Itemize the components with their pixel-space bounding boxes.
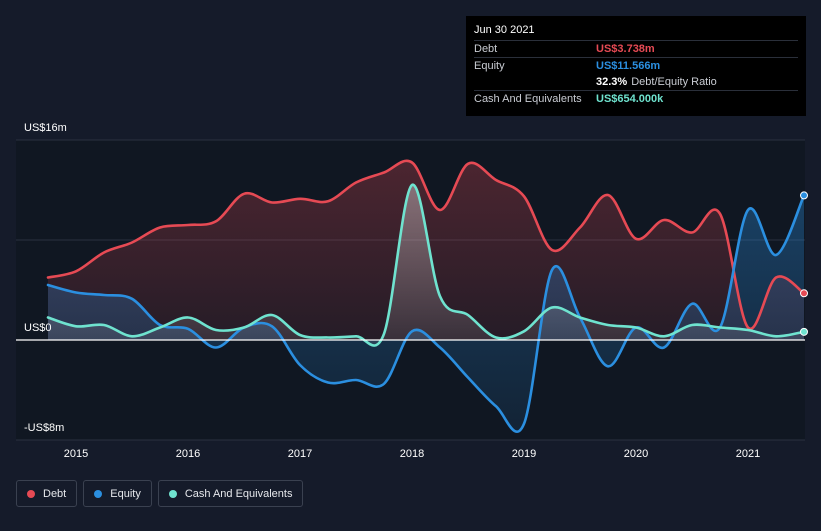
- x-axis-labels: 2015 2016 2017 2018 2019 2020 2021: [64, 448, 760, 460]
- chart-legend: Debt Equity Cash And Equivalents: [16, 480, 304, 507]
- tooltip-ratio-row: 32.3% Debt/Equity Ratio: [474, 74, 798, 90]
- equity-line: [46, 194, 806, 433]
- tooltip-equity-label: Equity: [474, 60, 505, 72]
- legend-cash-label: Cash And Equivalents: [184, 487, 293, 500]
- legend-equity-dot-icon: [94, 489, 103, 498]
- debt-end-point: [800, 289, 808, 298]
- y-axis-labels: US$16m US$0 -US$8m: [24, 122, 67, 434]
- tooltip-equity-value: US$11.566m: [596, 60, 661, 72]
- legend-debt-label: Debt: [43, 487, 67, 500]
- tooltip-debt-label: Debt: [474, 43, 498, 55]
- x-tick-label: 2015: [64, 448, 88, 460]
- series-areas: [48, 160, 804, 432]
- tooltip-ratio-value: 32.3%: [596, 76, 628, 88]
- x-tick-label: 2016: [176, 448, 200, 460]
- equity-end-point: [800, 191, 808, 200]
- x-tick-label: 2017: [288, 448, 312, 460]
- y-tick-label: -US$8m: [24, 422, 64, 434]
- cash-line: [46, 183, 806, 347]
- legend-equity-label: Equity: [110, 487, 141, 500]
- tooltip-ratio-spacer: [474, 74, 596, 90]
- legend-toggle-cash[interactable]: Cash And Equivalents: [157, 480, 304, 507]
- cash-end-point: [800, 327, 808, 336]
- tooltip-cash-value: US$654.000k: [596, 93, 664, 105]
- tooltip-debt-row: Debt US$3.738m: [474, 40, 798, 57]
- data-tooltip: Jun 30 2021 Debt US$3.738m Equity US$11.…: [466, 16, 806, 116]
- tooltip-ratio-label: Debt/Equity Ratio: [631, 76, 717, 88]
- x-tick-label: 2021: [736, 448, 760, 460]
- y-tick-label: US$16m: [24, 122, 67, 134]
- legend-debt-dot-icon: [27, 489, 35, 498]
- x-tick-label: 2019: [512, 448, 536, 460]
- tooltip-cash-row: Cash And Equivalents US$654.000k: [474, 90, 798, 107]
- x-tick-label: 2020: [624, 448, 648, 460]
- x-tick-label: 2018: [400, 448, 424, 460]
- debt-line: [46, 159, 806, 331]
- tooltip-cash-label: Cash And Equivalents: [474, 93, 582, 105]
- end-markers: [800, 191, 808, 336]
- y-tick-label: US$0: [24, 322, 52, 334]
- cash-area: [48, 184, 804, 346]
- series-lines: [16, 159, 806, 433]
- tooltip-equity-row: Equity US$11.566m: [474, 57, 798, 74]
- tooltip-date: Jun 30 2021: [474, 24, 535, 36]
- legend-toggle-debt[interactable]: Debt: [16, 480, 78, 507]
- tooltip-debt-value: US$3.738m: [596, 43, 655, 55]
- legend-cash-dot-icon: [168, 489, 177, 498]
- legend-toggle-equity[interactable]: Equity: [83, 480, 152, 507]
